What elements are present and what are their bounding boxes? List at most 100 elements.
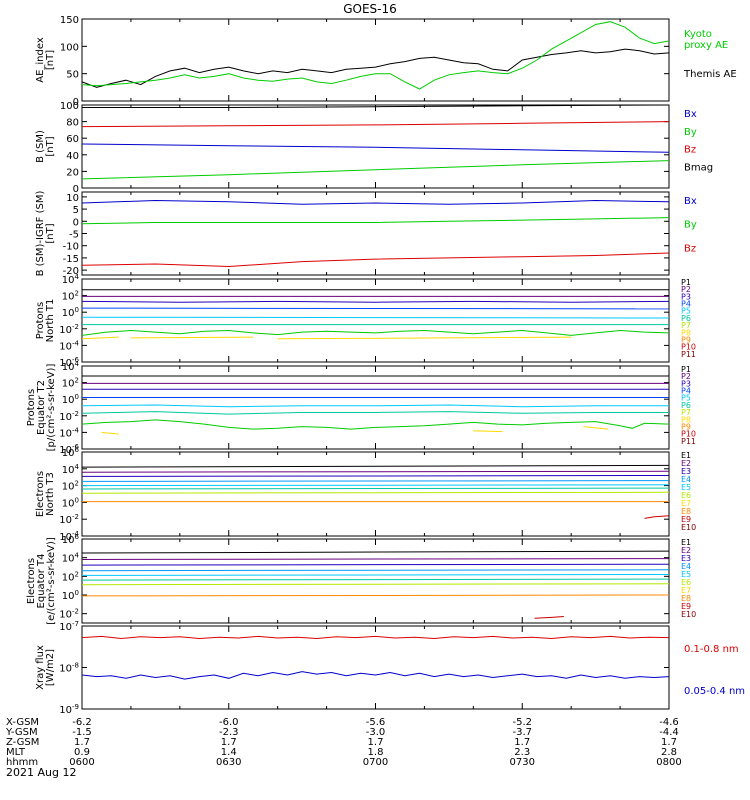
y-axis-label: Protons: [26, 389, 37, 426]
x-row-value: 1.7: [661, 737, 677, 748]
y-tick-label: 104: [62, 463, 80, 476]
y-tick-label: 40: [66, 151, 79, 162]
series-line-e4: [81, 569, 670, 572]
y-tick-label: 150: [60, 15, 79, 26]
series-line-0-1-0-8-nm: [81, 635, 670, 640]
x-axis-table: X-GSM -6.2 -6.0 -5.6 -5.2 -4.6 Y-GSM -1.5 -2.3 -3…: [5, 717, 682, 768]
y-tick-label: 5: [73, 205, 79, 216]
legend-item: E2: [681, 459, 691, 468]
y-tick-label: 50: [66, 70, 79, 81]
series-line-p7: [81, 329, 670, 336]
series-line-bmag: [82, 104, 670, 108]
legend-item: Bz: [684, 145, 696, 156]
series-line-kyoto-proxy-ae: [81, 21, 670, 90]
series-line-bz: [81, 252, 670, 268]
x-row-value: 0800: [656, 757, 681, 768]
panel-frame: [81, 625, 670, 710]
y-axis-label: Xray flux: [35, 645, 46, 690]
legend-item: Bmag: [684, 162, 713, 173]
date-label: 2021 Aug 12: [6, 766, 76, 779]
y-tick-label: 100: [60, 42, 79, 53]
legend-item: Themis AE: [683, 69, 737, 80]
series-line-e1: [81, 550, 670, 554]
series-line-p8: [130, 336, 254, 339]
x-row-label: X-GSM: [6, 717, 39, 728]
y-tick-label: 0: [73, 184, 79, 195]
y-tick-label: 10-7: [59, 620, 79, 633]
legend-item: E7: [681, 499, 691, 508]
y-tick-label: 10-2: [59, 410, 79, 423]
legend-item: P8: [681, 328, 691, 337]
x-row-value: 0630: [216, 757, 241, 768]
legend-item: P4: [681, 387, 691, 396]
y-axis-label: B (SM)-IGRF (SM): [35, 191, 46, 277]
x-row-label: MLT: [6, 747, 26, 758]
legend-item: E3: [681, 554, 691, 563]
y-tick-label: 60: [66, 134, 79, 145]
series-line-e5: [81, 574, 670, 576]
legend-item: P8: [681, 415, 691, 424]
legend-item: By: [684, 220, 697, 231]
panel-frame: [81, 451, 670, 537]
y-tick-label: 10-8: [59, 662, 79, 675]
legend-item: P5: [681, 307, 691, 316]
y-tick-label: 10-4: [59, 426, 79, 439]
y-tick-label: 104: [62, 360, 80, 373]
series-line-0-05-0-4-nm: [81, 671, 670, 680]
panel-xray: 10-7 10-8 10-9 Xray flux [W/m2] 0.1-0.8 nm 0.0…: [35, 620, 745, 716]
y-axis-label: AE_index: [35, 37, 46, 83]
y-axis-label: [e/(cm²-s-sr-keV)]: [46, 537, 57, 625]
legend-item: E10: [681, 523, 696, 532]
y-tick-label: 10-6: [59, 356, 79, 369]
legend-item: P3: [681, 379, 691, 388]
plot-title: GOES-16: [343, 2, 397, 16]
legend-item: P11: [681, 437, 696, 446]
panel-frame: [81, 365, 670, 450]
legend-item: P9: [681, 422, 691, 431]
y-axis-label: [nT]: [45, 223, 56, 243]
y-tick-label: 100: [62, 306, 79, 319]
legend-item: Bx: [684, 109, 697, 120]
series-line-p8: [473, 430, 503, 433]
series-line-themis-ae: [81, 48, 670, 88]
y-axis-label: [nT]: [45, 136, 56, 156]
legend-item: P4: [681, 300, 691, 309]
legend-item: P7: [681, 408, 691, 417]
y-tick-label: 10: [66, 193, 79, 204]
series-line-p4: [81, 307, 670, 310]
y-tick-label: 100: [60, 101, 79, 112]
x-row-label: hhmm: [6, 757, 38, 768]
legend-item: P10: [681, 343, 696, 352]
panel-frame: [81, 104, 670, 189]
panel-p_t1: 104 102 100 10-2 10-4 10-6 Protons North T1 P1P2…: [35, 273, 696, 369]
series-line-p8: [583, 426, 608, 430]
x-row-value: 1.4: [221, 747, 237, 758]
y-tick-label: -10: [63, 242, 79, 253]
y-tick-label: 10-9: [59, 703, 79, 716]
x-row-value: -6.2: [72, 717, 92, 728]
series-line-e5: [81, 484, 670, 487]
y-axis-label: B (SM): [35, 130, 46, 163]
x-row-value: 2.3: [514, 747, 530, 758]
panel-p_t2: 104 102 100 10-2 10-4 10-6 Protons Equator T2 [p…: [26, 360, 696, 456]
legend-item: 0.1-0.8 nm: [684, 644, 739, 655]
y-tick-label: 100: [62, 496, 79, 509]
series-line-e6: [81, 487, 670, 490]
y-tick-label: -15: [63, 254, 79, 265]
series-line-bz: [81, 121, 670, 128]
series-line-e7: [81, 583, 670, 586]
x-row-value: 0730: [510, 757, 535, 768]
series-line-p8: [101, 431, 119, 435]
y-axis-label: Electrons: [26, 558, 37, 604]
x-row-value: -2.3: [219, 727, 239, 738]
legend-item: E8: [681, 507, 691, 516]
x-row-value: -3.7: [512, 727, 532, 738]
x-row-value: -6.0: [219, 717, 239, 728]
panel-frame: [81, 278, 670, 363]
y-tick-label: 104: [62, 552, 80, 565]
series-line-p6: [81, 411, 669, 415]
